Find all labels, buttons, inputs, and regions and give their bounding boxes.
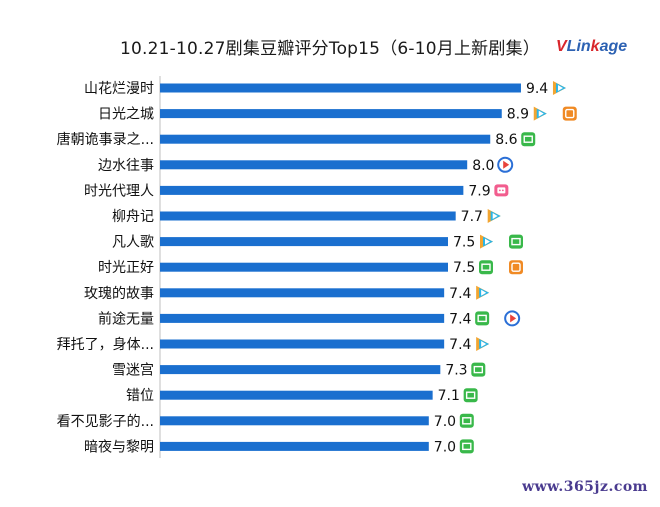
category-label: 错位 (126, 388, 154, 404)
category-label: 日光之城 (98, 107, 154, 123)
value-label: 7.3 (445, 363, 467, 379)
value-label: 9.4 (526, 81, 548, 97)
tencent-video-icon (533, 106, 547, 121)
value-label: 7.4 (449, 311, 471, 327)
value-label: 7.5 (453, 260, 475, 276)
bilibili-icon (494, 184, 509, 197)
bar (160, 288, 445, 298)
value-label: 7.1 (438, 388, 460, 404)
category-label: 暗夜与黎明 (84, 439, 154, 455)
vlinkage-logo: VLinkage (556, 38, 628, 55)
category-label: 雪迷宫 (112, 363, 154, 379)
youku-icon (497, 156, 514, 173)
iqiyi-icon (463, 388, 478, 403)
iqiyi-icon (471, 362, 486, 377)
bar (160, 134, 491, 144)
tencent-video-icon (476, 285, 490, 300)
iqiyi-icon (475, 311, 490, 326)
bar (160, 313, 445, 323)
mango-tv-icon (562, 106, 577, 121)
bar (160, 160, 468, 170)
iqiyi-icon (521, 132, 536, 147)
value-label: 7.9 (468, 183, 490, 199)
tencent-video-icon (487, 209, 501, 223)
category-label: 山花烂漫时 (84, 81, 154, 97)
iqiyi-icon (459, 439, 474, 454)
value-label: 8.9 (507, 107, 529, 123)
watermark: www.365jz.com (522, 479, 648, 495)
bar (160, 416, 429, 426)
chart-title: 10.21-10.27剧集豆瓣评分Top15（6-10月上新剧集） (120, 39, 540, 59)
tencent-video-icon (476, 337, 490, 351)
category-label: 边水往事 (98, 158, 154, 174)
category-label: 柳舟记 (112, 208, 154, 225)
iqiyi-icon (509, 234, 523, 249)
category-label: 前途无量 (98, 310, 154, 327)
tencent-video-icon (552, 81, 566, 95)
value-label: 7.7 (461, 209, 483, 225)
value-label: 7.4 (449, 286, 471, 302)
value-label: 8.6 (495, 132, 517, 148)
category-label: 拜托了，身体... (57, 337, 154, 353)
bar (160, 109, 502, 119)
category-label: 凡人歌 (112, 235, 154, 251)
value-label: 7.5 (453, 235, 475, 251)
category-label: 时光正好 (98, 260, 154, 276)
youku-icon (504, 310, 521, 327)
iqiyi-icon (459, 413, 474, 428)
bar (160, 83, 521, 93)
category-label: 玫瑰的故事 (84, 286, 154, 302)
bar (160, 441, 429, 451)
bar (160, 339, 445, 349)
tencent-video-icon (480, 234, 493, 249)
bar (160, 237, 448, 247)
category-label: 时光代理人 (84, 183, 154, 199)
bar (160, 211, 456, 221)
value-label: 7.0 (434, 439, 456, 455)
value-label: 7.0 (434, 414, 456, 430)
bar (160, 390, 433, 400)
category-label: 看不见影子的... (57, 414, 154, 430)
value-label: 8.0 (472, 158, 494, 174)
mango-tv-icon (509, 260, 523, 275)
value-label: 7.4 (449, 337, 471, 353)
category-label: 唐朝诡事录之... (57, 131, 154, 148)
bar (160, 262, 448, 272)
bar (160, 185, 464, 195)
iqiyi-icon (479, 260, 493, 275)
bar (160, 365, 441, 375)
